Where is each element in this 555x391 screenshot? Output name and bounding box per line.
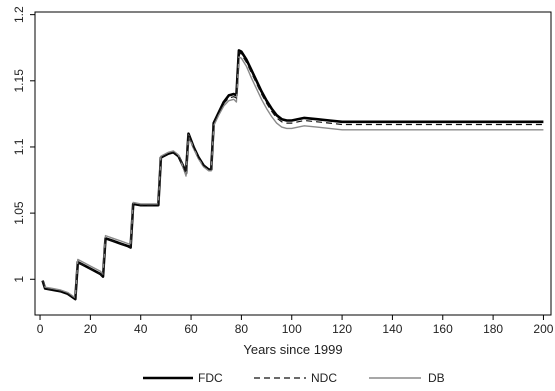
x-axis-label: Years since 1999 [243, 342, 342, 357]
x-tick-label: 0 [37, 322, 44, 336]
x-tick-label: 40 [134, 322, 148, 336]
legend-label-ndc: NDC [311, 371, 337, 385]
x-tick-label: 180 [483, 322, 503, 336]
y-tick-label: 1.1 [12, 138, 26, 155]
plot-frame [34, 11, 552, 316]
y-tick-label: 1.15 [12, 69, 26, 93]
x-axis: 0 20 40 60 80 100 120 140 160 180 200 [37, 315, 554, 336]
x-tick-label: 20 [84, 322, 98, 336]
series-line-ndc [42, 51, 544, 300]
x-tick-label: 100 [282, 322, 302, 336]
y-tick-label: 1.05 [12, 201, 26, 225]
series-line-db [41, 56, 544, 299]
x-tick-label: 80 [235, 322, 249, 336]
legend: FDC NDC DB [143, 371, 445, 385]
y-axis: 1 1.05 1.1 1.15 1.2 [12, 6, 35, 283]
legend-label-db: DB [428, 371, 445, 385]
legend-label-fdc: FDC [198, 371, 223, 385]
y-tick-label: 1 [12, 276, 26, 283]
x-tick-label: 140 [382, 322, 402, 336]
x-tick-label: 60 [184, 322, 198, 336]
x-tick-label: 160 [433, 322, 453, 336]
series-lines [41, 49, 544, 301]
x-tick-label: 200 [533, 322, 553, 336]
x-tick-label: 120 [332, 322, 352, 336]
y-tick-label: 1.2 [12, 6, 26, 23]
